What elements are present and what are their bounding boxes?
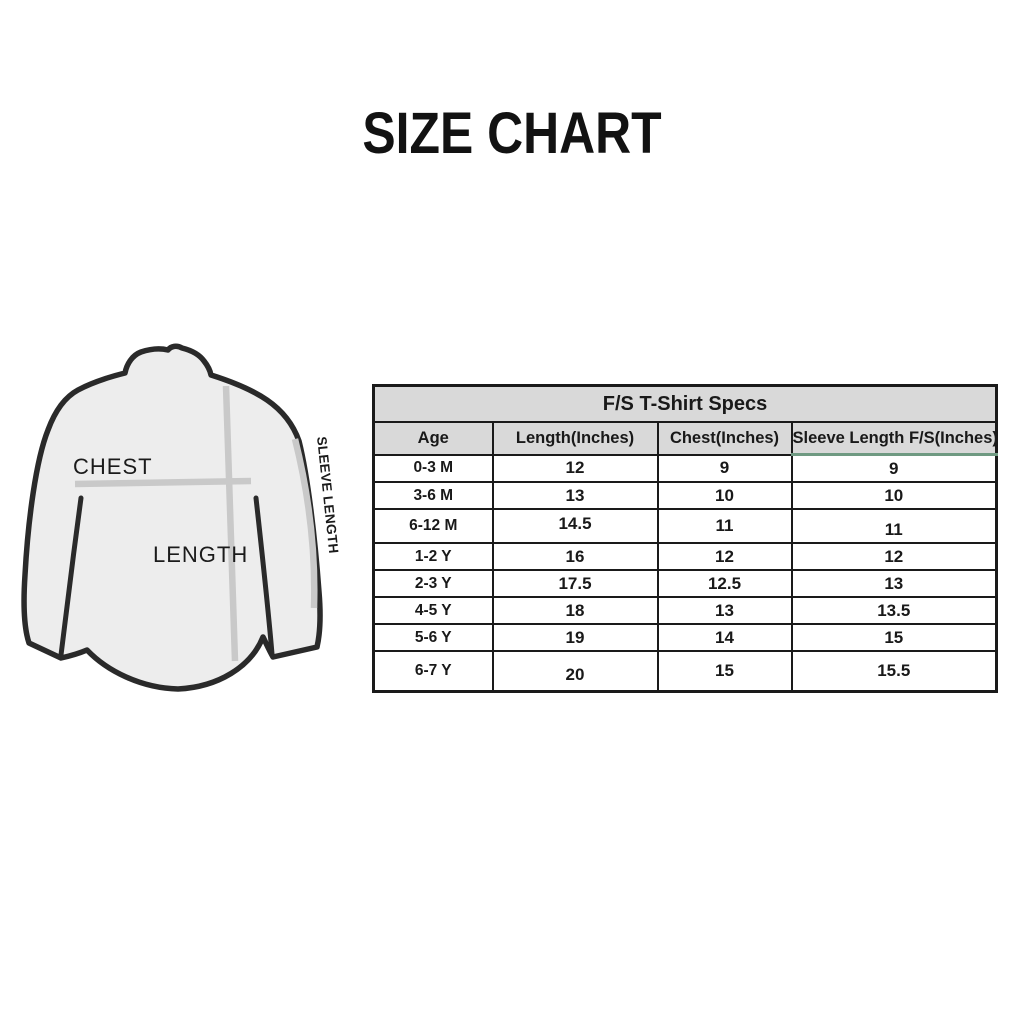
size-table: F/S T-Shirt Specs Age Length(Inches) Che…: [372, 384, 999, 693]
sleeve-length-cell: 9: [790, 453, 998, 483]
chest-cell: 9: [656, 453, 793, 483]
table-title: F/S T-Shirt Specs: [372, 384, 998, 423]
age-cell: 5-6 Y: [372, 623, 494, 652]
table-row: 0-3 M 12 9 9: [372, 453, 998, 483]
age-cell: 2-3 Y: [372, 569, 494, 598]
table-title-row: F/S T-Shirt Specs: [372, 384, 998, 423]
left-sleeve-seam: [58, 495, 84, 658]
chest-cell: 10: [656, 481, 793, 510]
sleeve-guide-line: [291, 438, 318, 609]
length-cell: 17.5: [491, 569, 659, 598]
age-cell: 3-6 M: [372, 481, 494, 510]
length-cell: 14.5: [491, 508, 659, 544]
shirt-diagram: CHEST LENGTH SLEEVE LENGTH: [8, 340, 353, 700]
sleeve-length-label: SLEEVE LENGTH: [314, 436, 341, 555]
length-cell: 20: [491, 650, 659, 693]
page-title-text: SIZE CHART: [362, 101, 662, 166]
table-row: 2-3 Y 17.5 12.5 13: [372, 569, 998, 598]
table-header-row: Age Length(Inches) Chest(Inches) Sleeve …: [372, 421, 998, 456]
chest-cell: 12: [656, 542, 793, 571]
right-sleeve-seam: [253, 495, 275, 657]
table-row: 3-6 M 13 10 10: [372, 481, 998, 510]
chest-cell: 12.5: [656, 569, 793, 598]
length-cell: 19: [491, 623, 659, 652]
sleeve-length-cell: 13: [790, 569, 998, 598]
chest-cell: 14: [656, 623, 793, 652]
column-header-chest: Chest(Inches): [656, 421, 793, 456]
shirt-outline: [21, 343, 323, 692]
sleeve-length-cell: 11: [790, 508, 998, 544]
age-cell: 6-7 Y: [372, 650, 494, 693]
column-header-age: Age: [372, 421, 494, 456]
table-row: 6-7 Y 20 15 15.5: [372, 650, 998, 693]
length-guide-line: [222, 385, 239, 662]
column-header-length: Length(Inches): [491, 421, 659, 456]
sleeve-length-cell: 12: [790, 542, 998, 571]
length-label: LENGTH: [153, 542, 248, 567]
age-cell: 0-3 M: [372, 453, 494, 483]
table-row: 6-12 M 14.5 11 11: [372, 508, 998, 544]
chest-guide-line: [74, 477, 252, 488]
sleeve-length-cell: 13.5: [790, 596, 998, 625]
table-row: 4-5 Y 18 13 13.5: [372, 596, 998, 625]
age-cell: 4-5 Y: [372, 596, 494, 625]
sleeve-length-cell: 10: [790, 481, 998, 510]
age-cell: 1-2 Y: [372, 542, 494, 571]
table-row: 5-6 Y 19 14 15: [372, 623, 998, 652]
length-cell: 13: [491, 481, 659, 510]
length-cell: 12: [491, 453, 659, 483]
chest-cell: 15: [656, 650, 793, 693]
length-cell: 16: [491, 542, 659, 571]
sleeve-length-cell: 15.5: [790, 650, 998, 693]
length-cell: 18: [491, 596, 659, 625]
page-title: SIZE CHART: [0, 102, 1024, 166]
column-header-sleeve-length: Sleeve Length F/S(Inches): [790, 421, 998, 456]
chest-label: CHEST: [73, 454, 153, 479]
table-row: 1-2 Y 16 12 12: [372, 542, 998, 571]
age-cell: 6-12 M: [372, 508, 494, 544]
chest-cell: 13: [656, 596, 793, 625]
shirt-illustration: CHEST LENGTH SLEEVE LENGTH: [21, 343, 341, 692]
sleeve-length-cell: 15: [790, 623, 998, 652]
chest-cell: 11: [656, 508, 793, 544]
